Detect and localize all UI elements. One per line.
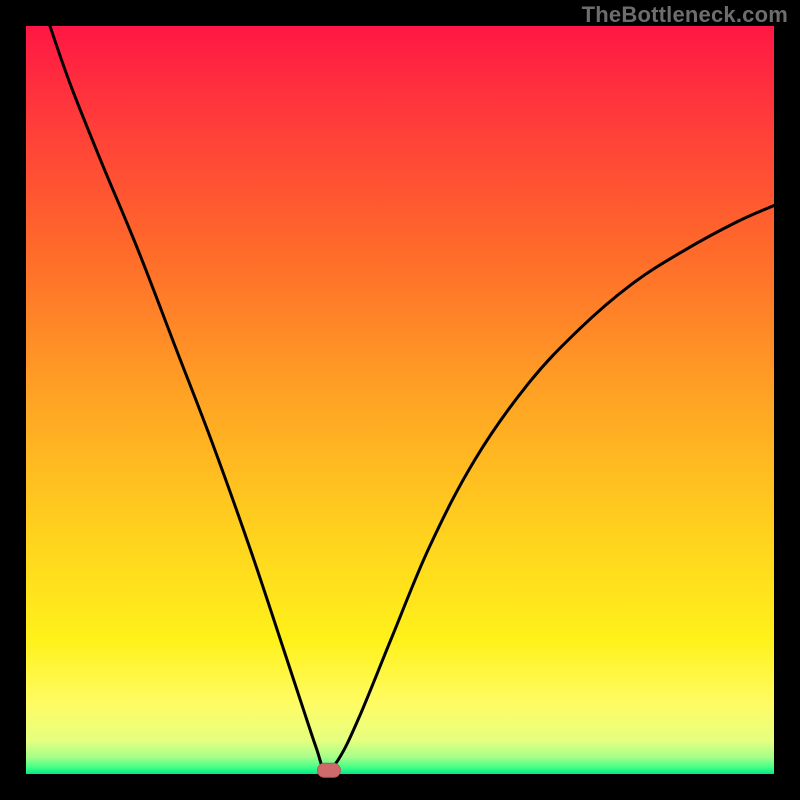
watermark-text: TheBottleneck.com [582,2,788,28]
chart-svg [0,0,800,800]
minimum-marker [317,763,340,777]
chart-stage: TheBottleneck.com [0,0,800,800]
plot-background [26,26,774,774]
